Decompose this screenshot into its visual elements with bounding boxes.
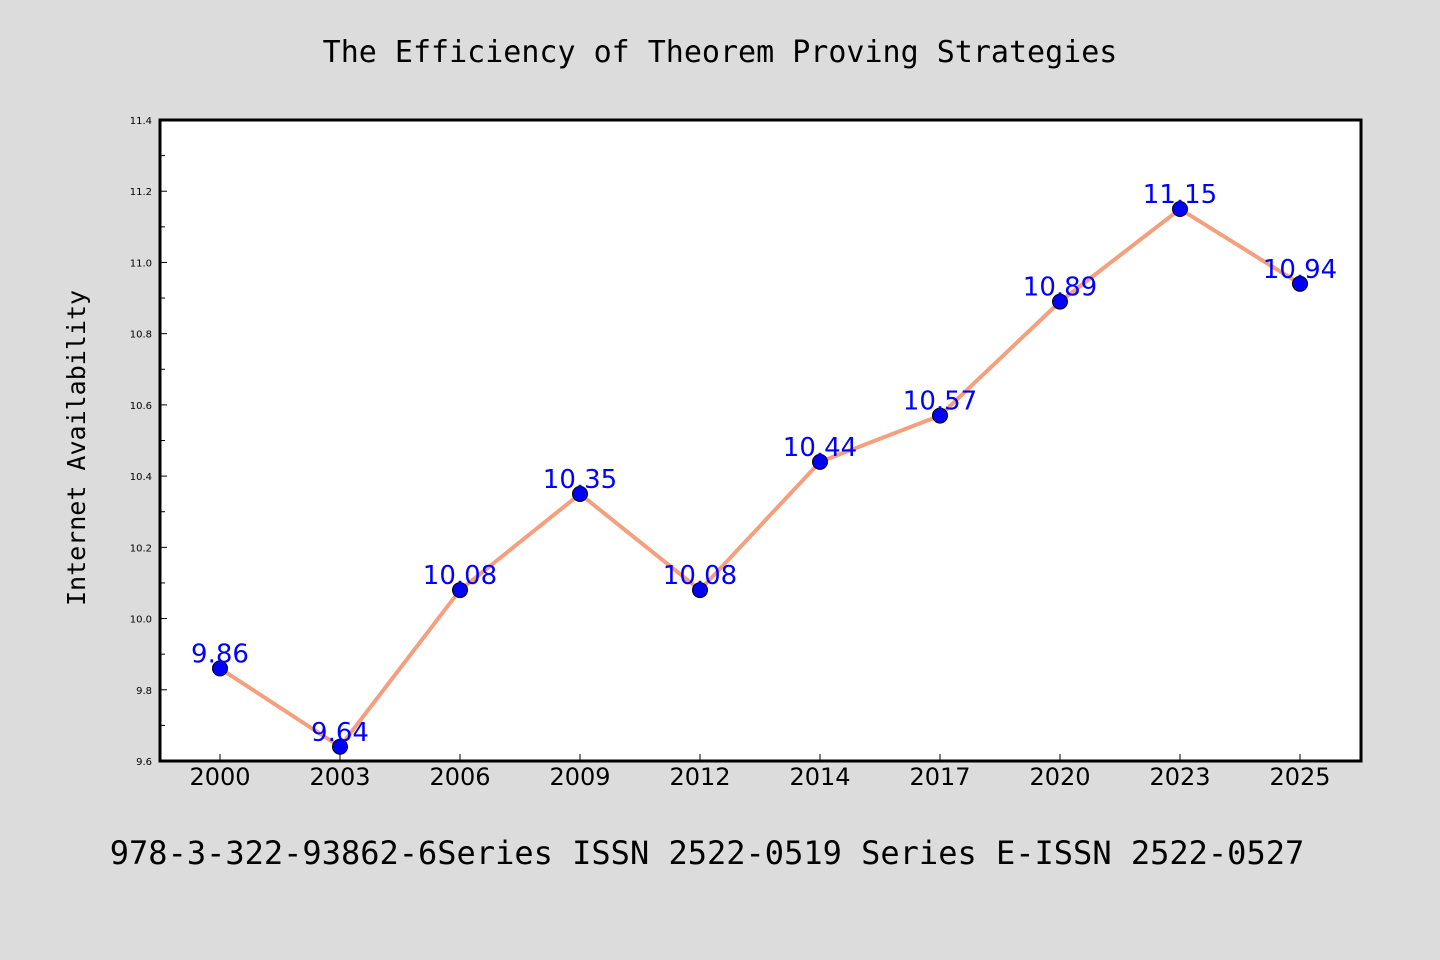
data-label: 10.44: [783, 433, 857, 463]
y-tick-label: 9.6: [136, 757, 152, 768]
x-axis-ticks: 2000 2003 2006 2009 2012 2014 2017 2020 2023 2025: [189, 754, 1331, 791]
data-labels-layer: 9.86 9.64 10.08 10.35 10.08 10.44 10.57 10.89 11…: [191, 180, 1337, 748]
y-tick-label: 10.0: [130, 615, 152, 626]
y-tick-label: 10.6: [130, 401, 152, 412]
data-label: 10.08: [423, 561, 497, 591]
data-point: [452, 582, 468, 599]
data-label: 10.94: [1263, 255, 1337, 285]
x-tick-label: 2000: [189, 763, 250, 791]
y-axis-ticks: 9.6 9.8 10.0 10.2 10.4 10.6 10.8 11.0 11.2 11.4: [130, 116, 167, 768]
y-tick-label: 10.8: [130, 330, 152, 341]
x-tick-label: 2003: [309, 763, 370, 791]
y-tick-label: 10.2: [130, 543, 152, 554]
y-tick-label: 11.4: [130, 116, 152, 127]
data-point: [692, 582, 708, 599]
y-tick-label: 11.2: [130, 187, 152, 198]
y-tick-label: 11.0: [130, 258, 152, 269]
data-label: 10.89: [1023, 273, 1097, 303]
data-point: [932, 407, 948, 424]
series-line: [218, 207, 1302, 749]
data-point: [332, 738, 348, 755]
data-label: 10.57: [903, 387, 977, 417]
chart-title: The Efficiency of Theorem Proving Strate…: [323, 35, 1118, 70]
x-tick-label: 2020: [1029, 763, 1090, 791]
plot-area: [158, 118, 1363, 763]
footer-text: 978-3-322-93862-6Series ISSN 2522-0519 S…: [110, 834, 1304, 872]
y-axis-label: Internet Availability: [62, 290, 91, 606]
x-tick-label: 2006: [429, 763, 490, 791]
x-tick-label: 2025: [1269, 763, 1330, 791]
series-layer: [212, 201, 1308, 755]
x-tick-label: 2009: [549, 763, 610, 791]
x-tick-label: 2023: [1149, 763, 1210, 791]
data-label: 10.08: [663, 561, 737, 591]
data-point: [1292, 275, 1308, 292]
y-tick-label: 10.4: [130, 472, 152, 483]
data-point: [1052, 293, 1068, 310]
x-tick-label: 2017: [909, 763, 970, 791]
data-point: [572, 485, 588, 502]
data-point: [812, 453, 828, 470]
data-point: [1172, 201, 1188, 218]
data-label: 9.64: [311, 718, 369, 748]
data-label: 9.86: [191, 639, 249, 669]
data-point: [212, 660, 228, 677]
x-tick-label: 2014: [789, 763, 850, 791]
x-tick-label: 2012: [669, 763, 730, 791]
data-label: 10.35: [543, 465, 617, 495]
y-tick-label: 9.8: [136, 686, 152, 697]
data-label: 11.15: [1143, 180, 1217, 210]
